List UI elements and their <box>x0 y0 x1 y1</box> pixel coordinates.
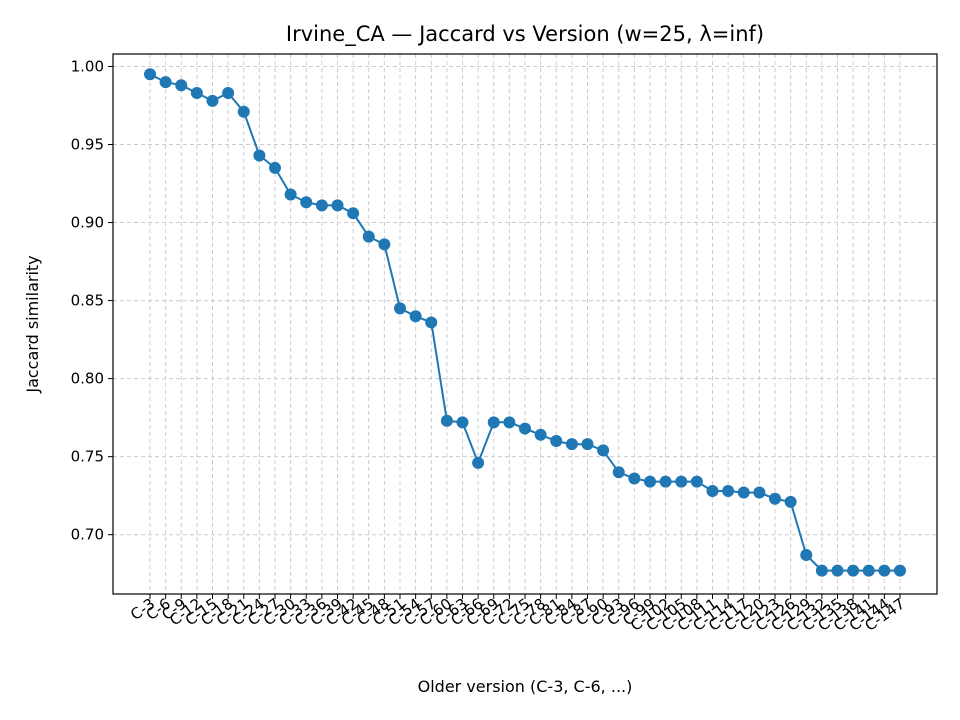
data-point <box>847 564 860 577</box>
data-point <box>347 207 360 220</box>
data-point <box>409 310 422 323</box>
data-points <box>144 68 906 577</box>
data-point <box>565 438 578 451</box>
data-point <box>675 475 688 488</box>
data-point <box>550 435 563 448</box>
data-point <box>284 188 297 201</box>
data-point <box>237 105 250 118</box>
data-point <box>753 486 766 499</box>
y-tick-label: 0.90 <box>71 214 104 232</box>
data-point <box>487 416 500 429</box>
data-point <box>456 416 469 429</box>
data-point <box>612 466 625 479</box>
data-point <box>581 438 594 451</box>
data-point <box>722 484 735 497</box>
data-point <box>862 564 875 577</box>
data-point <box>300 196 313 209</box>
data-point <box>737 486 750 499</box>
data-point <box>644 475 656 488</box>
y-tick-label: 0.95 <box>71 136 104 154</box>
y-tick-label: 0.70 <box>71 526 104 544</box>
data-point <box>222 87 235 100</box>
data-point <box>425 316 438 329</box>
data-point <box>503 416 516 429</box>
data-point <box>894 564 906 577</box>
data-point <box>378 238 391 251</box>
data-point <box>878 564 891 577</box>
data-point <box>784 495 797 508</box>
grid <box>113 54 937 594</box>
data-point <box>597 444 610 457</box>
data-point <box>159 76 172 89</box>
y-tick-label: 0.80 <box>71 370 104 388</box>
data-point <box>519 422 531 435</box>
data-point <box>269 161 281 174</box>
data-point <box>394 302 406 315</box>
y-ticks: 0.70 0.75 0.80 0.85 0.90 0.95 1.00 <box>71 57 113 544</box>
data-point <box>190 87 203 100</box>
x-ticks: C-3C-6C-9C-12C-15C-18C-21C-24C-27C-30C-3… <box>127 594 908 635</box>
y-tick-label: 0.75 <box>71 448 104 466</box>
data-point <box>331 199 344 212</box>
x-axis-label: Older version (C-3, C-6, ...) <box>418 677 633 696</box>
data-point <box>315 199 328 212</box>
data-point <box>800 548 813 561</box>
data-point <box>769 492 781 505</box>
data-point <box>534 428 547 441</box>
data-point <box>206 94 219 107</box>
data-point <box>472 456 485 469</box>
y-tick-label: 1.00 <box>71 57 104 75</box>
data-point <box>706 484 719 497</box>
data-point <box>815 564 828 577</box>
chart-title: Irvine_CA — Jaccard vs Version (w=25, λ=… <box>286 22 764 47</box>
data-point <box>253 149 266 162</box>
data-point <box>362 230 375 243</box>
data-point <box>175 79 188 92</box>
y-axis-label: Jaccard similarity <box>23 255 42 393</box>
data-point <box>628 472 641 485</box>
data-point <box>831 564 844 577</box>
data-point <box>659 475 672 488</box>
data-point <box>440 414 453 427</box>
y-tick-label: 0.85 <box>71 292 104 310</box>
data-point <box>690 475 703 488</box>
data-point <box>144 68 156 81</box>
